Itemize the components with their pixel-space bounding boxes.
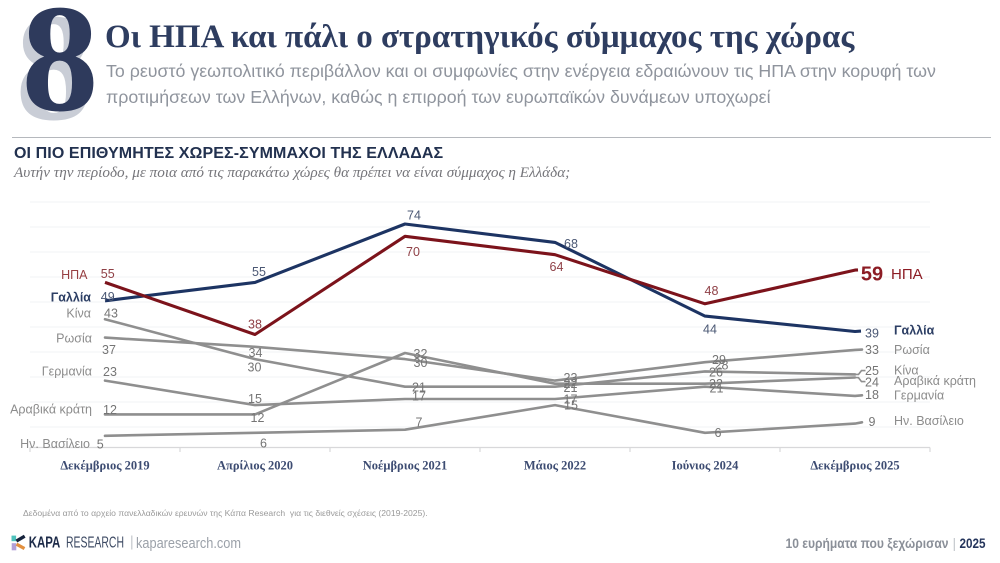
svg-text:29: 29 [712, 353, 726, 367]
svg-text:kaparesearch.com: kaparesearch.com [136, 535, 241, 552]
svg-text:5: 5 [97, 438, 104, 452]
svg-text:23: 23 [103, 365, 117, 379]
svg-text:59: 59 [861, 263, 883, 285]
svg-text:37: 37 [102, 343, 116, 357]
svg-text:17: 17 [412, 390, 426, 404]
svg-text:|: | [953, 535, 957, 551]
svg-text:6: 6 [715, 426, 722, 440]
svg-text:68: 68 [564, 237, 578, 251]
svg-text:15: 15 [248, 392, 262, 406]
svg-text:22: 22 [709, 377, 723, 391]
svg-text:22: 22 [564, 377, 578, 391]
svg-text:21: 21 [564, 381, 578, 395]
svg-text:Ιούνιος 2024: Ιούνιος 2024 [672, 458, 739, 472]
svg-text:30: 30 [414, 356, 428, 370]
svg-text:55: 55 [252, 265, 266, 279]
svg-text:RESEARCH: RESEARCH [66, 535, 124, 552]
svg-text:Γερμανία: Γερμανία [894, 388, 944, 402]
svg-text:26: 26 [709, 365, 723, 379]
svg-text:Ρωσία: Ρωσία [56, 332, 92, 346]
svg-text:17: 17 [564, 392, 578, 406]
svg-text:Κίνα: Κίνα [66, 306, 91, 320]
svg-text:21: 21 [412, 381, 426, 395]
svg-text:7: 7 [416, 416, 423, 430]
svg-text:Δεκέμβριος 2025: Δεκέμβριος 2025 [810, 458, 899, 472]
svg-text:ΗΠΑ: ΗΠΑ [891, 266, 923, 283]
svg-text:Γαλλία: Γαλλία [51, 291, 92, 305]
svg-text:ΗΠΑ: ΗΠΑ [61, 268, 88, 282]
svg-text:24: 24 [865, 376, 879, 390]
svg-text:18: 18 [865, 388, 879, 402]
svg-text:21: 21 [710, 382, 724, 396]
svg-text:6: 6 [260, 436, 267, 450]
svg-text:12: 12 [103, 403, 117, 417]
svg-text:Ην. Βασίλειο: Ην. Βασίλειο [20, 437, 90, 451]
svg-text:Αραβικά κράτη: Αραβικά κράτη [10, 402, 92, 416]
svg-text:Απρίλιος 2020: Απρίλιος 2020 [217, 458, 293, 472]
svg-text:38: 38 [248, 317, 262, 331]
svg-text:Κίνα: Κίνα [894, 363, 919, 377]
svg-text:Δεκέμβριος 2019: Δεκέμβριος 2019 [60, 458, 149, 472]
svg-text:Νοέμβριος 2021: Νοέμβριος 2021 [363, 458, 448, 472]
svg-text:23: 23 [564, 371, 578, 385]
svg-text:34: 34 [249, 346, 263, 360]
svg-text:Γαλλία: Γαλλία [894, 324, 935, 338]
svg-text:39: 39 [865, 326, 879, 340]
svg-text:70: 70 [406, 245, 420, 259]
svg-text:28: 28 [715, 358, 729, 372]
svg-text:Μάιος 2022: Μάιος 2022 [524, 458, 586, 472]
svg-text:44: 44 [703, 323, 717, 337]
svg-text:74: 74 [407, 209, 421, 223]
svg-text:10 ευρήματα που ξεχώρισαν: 10 ευρήματα που ξεχώρισαν [786, 535, 949, 551]
svg-text:9: 9 [869, 415, 876, 429]
svg-text:25: 25 [865, 364, 879, 378]
svg-text:2025: 2025 [960, 535, 986, 551]
svg-text:43: 43 [104, 307, 118, 321]
svg-text:32: 32 [414, 347, 428, 361]
svg-text:55: 55 [101, 267, 115, 281]
svg-text:33: 33 [865, 343, 879, 357]
svg-text:48: 48 [705, 284, 719, 298]
svg-text:Αραβικά κράτη: Αραβικά κράτη [894, 374, 976, 388]
svg-text:Ην. Βασίλειο: Ην. Βασίλειο [894, 414, 964, 428]
svg-text:30: 30 [248, 360, 262, 374]
svg-text:64: 64 [550, 260, 564, 274]
svg-text:15: 15 [564, 399, 578, 413]
svg-text:KAPA: KAPA [29, 535, 61, 552]
svg-text:12: 12 [251, 411, 265, 425]
svg-text:Ρωσία: Ρωσία [894, 343, 930, 357]
svg-text:Γερμανία: Γερμανία [42, 364, 92, 378]
svg-text:49: 49 [101, 290, 115, 304]
